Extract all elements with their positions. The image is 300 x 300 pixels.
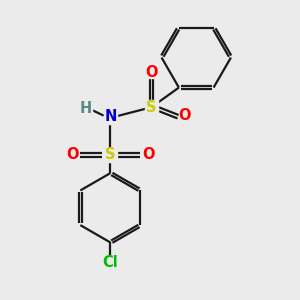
Bar <box>104 110 117 124</box>
Text: O: O <box>178 108 191 123</box>
Bar <box>142 149 154 161</box>
Bar <box>104 148 117 162</box>
Text: N: N <box>104 110 117 124</box>
Bar <box>66 149 78 161</box>
Text: O: O <box>142 148 154 163</box>
Text: O: O <box>146 65 158 80</box>
Text: Cl: Cl <box>103 255 118 270</box>
Bar <box>80 103 92 115</box>
Text: O: O <box>66 148 79 163</box>
Bar <box>179 110 190 121</box>
Text: S: S <box>105 148 116 163</box>
Text: S: S <box>146 100 157 115</box>
Bar <box>146 66 158 78</box>
Bar <box>103 256 118 269</box>
Bar <box>145 100 158 114</box>
Text: H: H <box>80 101 92 116</box>
